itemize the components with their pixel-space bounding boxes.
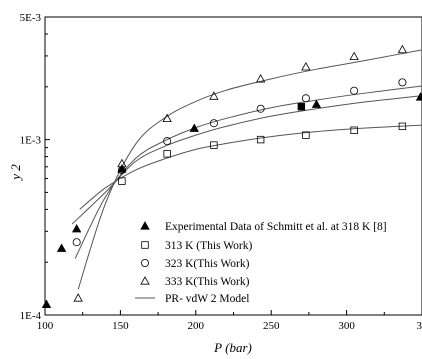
data-points — [41, 44, 422, 308]
y-tick-label: 1E-3 — [20, 135, 42, 147]
x-tick-label: 35 — [417, 320, 422, 332]
y-tick-label: 5E-3 — [20, 12, 42, 24]
data-point — [398, 122, 407, 131]
legend-label: 313 K (This Work) — [165, 240, 253, 252]
x-tick-label: 100 — [37, 320, 54, 332]
data-point — [255, 74, 266, 83]
data-point — [398, 78, 407, 87]
data-point — [71, 223, 82, 233]
x-tick-label: 250 — [263, 320, 280, 332]
data-point — [256, 135, 265, 144]
data-point — [415, 92, 422, 101]
x-tick-label: 300 — [338, 320, 355, 332]
legend: Experimental Data of Schmitt et al. at 3… — [135, 221, 387, 305]
legend-label: 333 K(This Work) — [165, 276, 250, 288]
legend-label: 323 K(This Work) — [165, 258, 250, 270]
model-curves — [71, 49, 422, 290]
data-point — [163, 150, 171, 158]
data-point — [72, 238, 81, 247]
data-point — [397, 44, 408, 54]
data-point — [256, 104, 265, 113]
model-curve — [71, 95, 422, 225]
data-point — [209, 119, 218, 128]
legend-marker — [140, 276, 150, 285]
data-point — [311, 99, 322, 108]
legend-marker — [141, 241, 149, 249]
legend-label: PR- vdW 2 Model — [165, 293, 249, 305]
y-tick-label: 1E-4 — [20, 310, 42, 322]
y-axis-label: y 2 — [8, 164, 23, 182]
data-point — [210, 141, 218, 149]
data-point — [41, 299, 52, 308]
x-tick-label: 150 — [112, 320, 129, 332]
data-point — [117, 158, 127, 168]
data-point — [209, 91, 219, 100]
legend-marker — [140, 221, 150, 230]
data-point — [162, 113, 172, 123]
x-tick-label: 200 — [188, 320, 205, 332]
model-curve — [77, 49, 422, 290]
data-point — [350, 86, 359, 95]
x-axis-label: P (bar) — [213, 340, 252, 355]
model-curve — [79, 124, 422, 210]
legend-marker — [140, 258, 149, 267]
legend-label: Experimental Data of Schmitt et al. at 3… — [165, 221, 387, 233]
data-point — [73, 293, 83, 302]
data-point — [350, 126, 358, 134]
plot-frame — [44, 16, 422, 316]
axis-ticks: 100 150 200 250 300 35 1E-4 1E-3 5E-3 — [20, 12, 422, 332]
data-point — [118, 177, 126, 185]
data-point — [349, 51, 359, 61]
data-point — [189, 123, 199, 132]
data-point — [56, 243, 67, 252]
data-point — [302, 131, 310, 139]
data-point — [163, 137, 172, 146]
data-point — [117, 164, 127, 173]
data-point — [301, 94, 310, 103]
data-point — [297, 103, 306, 111]
data-point — [301, 61, 311, 71]
